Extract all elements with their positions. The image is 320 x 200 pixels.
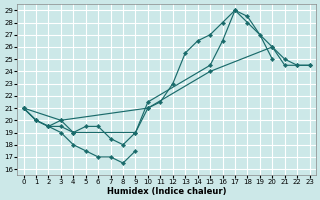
- X-axis label: Humidex (Indice chaleur): Humidex (Indice chaleur): [107, 187, 226, 196]
